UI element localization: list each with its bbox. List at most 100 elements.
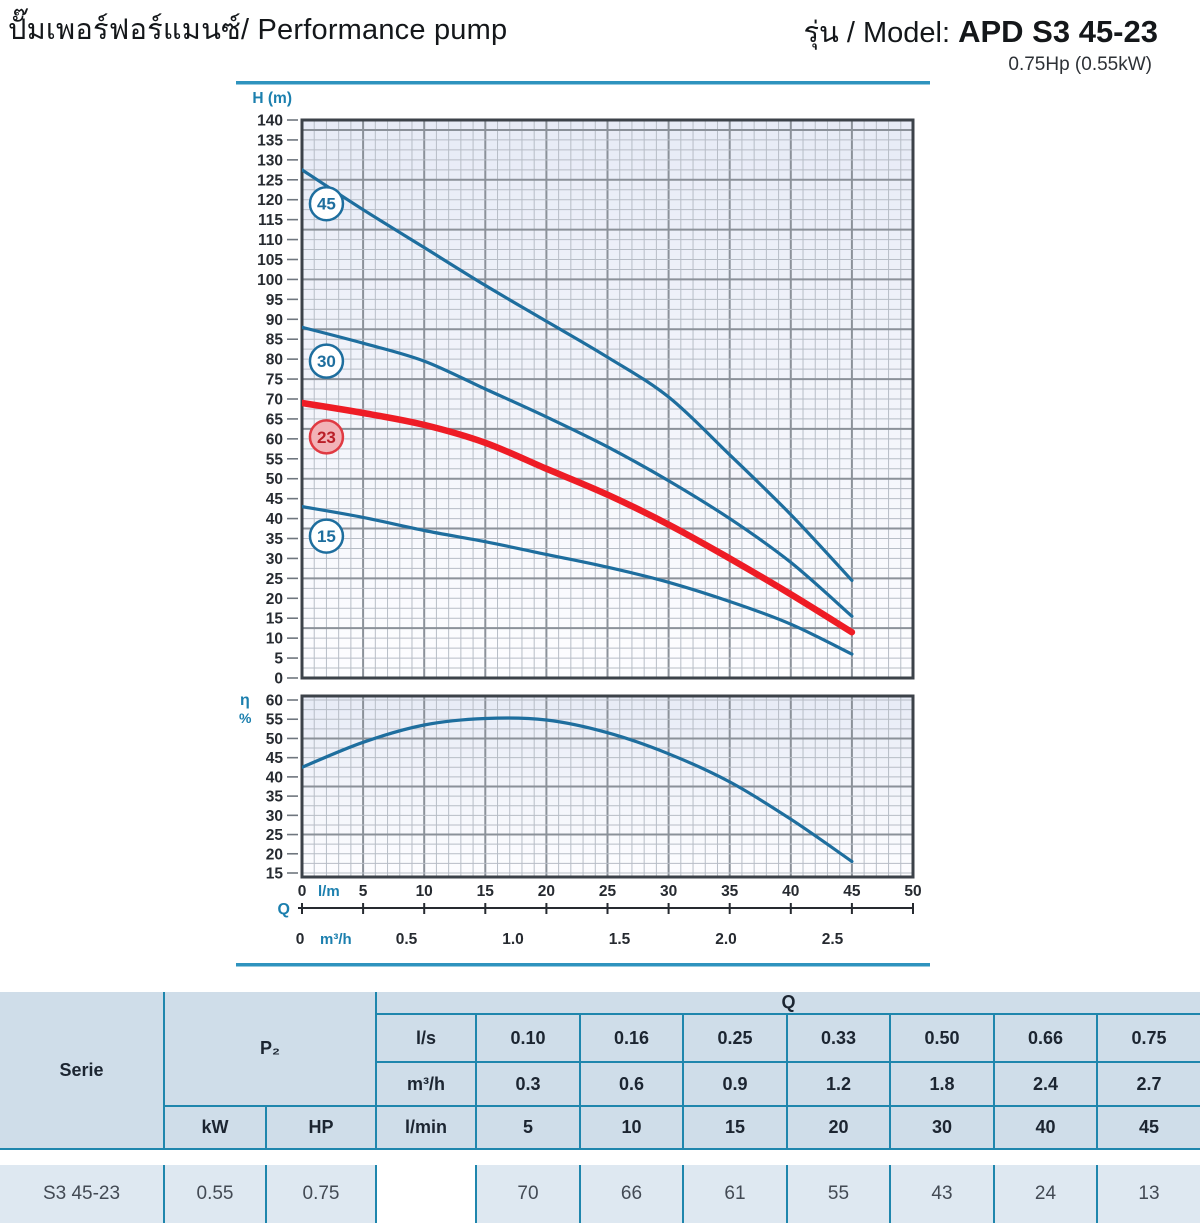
- q-m3h-value: 0.9: [682, 1061, 789, 1107]
- svg-text:115: 115: [258, 212, 283, 229]
- svg-text:20: 20: [266, 846, 283, 863]
- model-line: รุ่น / Model: APD S3 45-23: [803, 9, 1158, 55]
- svg-text:45: 45: [317, 195, 336, 214]
- svg-text:45: 45: [843, 883, 861, 900]
- svg-text:35: 35: [266, 531, 284, 548]
- svg-text:110: 110: [258, 232, 283, 249]
- svg-text:1.5: 1.5: [609, 931, 631, 948]
- svg-text:40: 40: [782, 883, 799, 900]
- svg-text:30: 30: [317, 352, 336, 371]
- q-ls-value: 0.10: [475, 1013, 582, 1063]
- performance-table-header: Serie P₂ Q l/s 0.10 0.16 0.25 0.33 0.50 …: [0, 992, 1200, 1150]
- q-m3h-value: 0.3: [475, 1061, 582, 1107]
- q-lmin-value: 15: [682, 1105, 789, 1150]
- svg-text:0: 0: [274, 671, 283, 688]
- svg-text:15: 15: [266, 866, 284, 883]
- svg-text:55: 55: [266, 712, 284, 729]
- curve-15: [302, 505, 854, 656]
- efficiency-chart-grid: [302, 696, 913, 877]
- svg-text:90: 90: [266, 312, 283, 329]
- q-ls-value: 0.50: [889, 1013, 996, 1063]
- head-value: 70: [475, 1165, 580, 1223]
- bottom-rule: [236, 963, 930, 967]
- h-axis-title: H (m): [252, 90, 292, 107]
- svg-text:15: 15: [477, 883, 495, 900]
- q-axis-title: Q: [278, 901, 290, 918]
- model-prefix: รุ่น / Model:: [803, 17, 959, 49]
- svg-text:30: 30: [266, 808, 283, 825]
- svg-text:35: 35: [721, 883, 739, 900]
- performance-table: Serie P₂ Q l/s 0.10 0.16 0.25 0.33 0.50 …: [0, 992, 1200, 1223]
- svg-text:25: 25: [599, 883, 617, 900]
- svg-text:25: 25: [266, 827, 284, 844]
- hp-cell: 0.75: [265, 1165, 376, 1223]
- top-rule: [236, 81, 930, 85]
- svg-text:50: 50: [904, 883, 921, 900]
- svg-text:140: 140: [257, 113, 283, 130]
- page-title: ปั๊มเพอร์ฟอร์แมนซ์/ Performance pump: [8, 14, 508, 46]
- curve-badge-30: 30: [308, 343, 345, 379]
- curve-45: [302, 168, 854, 582]
- q-ls-value: 0.66: [993, 1013, 1099, 1063]
- head-value: 66: [579, 1165, 683, 1223]
- svg-text:30: 30: [660, 883, 677, 900]
- efficiency-chart-frame: [300, 694, 915, 879]
- svg-text:50: 50: [266, 731, 283, 748]
- head-value: 13: [1096, 1165, 1200, 1223]
- svg-text:95: 95: [266, 292, 284, 309]
- q-m3h-value: 1.8: [889, 1061, 996, 1107]
- svg-text:0: 0: [298, 883, 307, 900]
- empty-unit-cell: [375, 1165, 476, 1223]
- svg-text:45: 45: [266, 491, 284, 508]
- m3h-unit-label: m³/h: [320, 931, 352, 948]
- model-name: APD S3 45-23: [958, 14, 1158, 49]
- unit-label-lmin: l/min: [375, 1105, 478, 1150]
- svg-text:10: 10: [416, 883, 433, 900]
- col-header-serie: Serie: [0, 992, 165, 1150]
- svg-text:85: 85: [266, 332, 284, 349]
- kw-cell: 0.55: [163, 1165, 266, 1223]
- h-axis: 0 5 10 15 20 25 30 35 40 45 50 55 60 65 70 75 80 85 90 95 10…: [252, 90, 298, 688]
- curve-badge-45: 45: [308, 185, 345, 222]
- svg-text:125: 125: [257, 172, 283, 189]
- svg-text:30: 30: [266, 551, 283, 568]
- svg-text:5: 5: [359, 883, 368, 900]
- svg-text:60: 60: [266, 431, 283, 448]
- svg-text:2.5: 2.5: [822, 931, 844, 948]
- q-lmin-value: 20: [786, 1105, 892, 1150]
- q-lmin-value: 5: [475, 1105, 582, 1150]
- col-header-q: Q: [375, 992, 1200, 1015]
- svg-text:70: 70: [266, 392, 283, 409]
- q-m3h-value: 1.2: [786, 1061, 892, 1107]
- svg-text:15: 15: [266, 611, 284, 628]
- col-header-kw: kW: [164, 1105, 267, 1150]
- x-axis-lm-labels: 0 5 10 15 20 25 30 35 40 45 50 l/m: [298, 883, 922, 900]
- svg-text:15: 15: [317, 527, 336, 546]
- svg-text:50: 50: [266, 471, 283, 488]
- svg-text:23: 23: [317, 428, 336, 447]
- svg-text:60: 60: [266, 693, 283, 710]
- svg-text:65: 65: [266, 411, 284, 428]
- head-value: 24: [993, 1165, 1097, 1223]
- head-chart-grid: [302, 120, 913, 678]
- curve-23: [302, 399, 856, 636]
- svg-text:10: 10: [266, 631, 283, 648]
- q-lmin-value: 30: [889, 1105, 996, 1150]
- svg-text:20: 20: [538, 883, 555, 900]
- lm-unit-label: l/m: [318, 883, 340, 900]
- x-axis-m3h-labels: 0 0.5 1.0 1.5 2.0 2.5 m³/h: [296, 931, 844, 948]
- power-rating: 0.75Hp (0.55kW): [1008, 54, 1152, 75]
- q-lmin-value: 40: [993, 1105, 1099, 1150]
- eta-axis: 15 20 25 30 35 40 45 50 55 60 η%: [239, 692, 298, 883]
- svg-text:2.0: 2.0: [715, 931, 737, 948]
- svg-text:40: 40: [266, 511, 283, 528]
- efficiency-curve-group: [302, 716, 854, 864]
- svg-text:35: 35: [266, 789, 284, 806]
- curve-badge-15: 15: [308, 518, 345, 554]
- svg-text:55: 55: [266, 451, 284, 468]
- q-ls-value: 0.75: [1096, 1013, 1200, 1063]
- unit-label-m3h: m³/h: [376, 1061, 478, 1107]
- svg-text:80: 80: [266, 352, 283, 369]
- performance-charts: 4530231505101520253035404550556065707580…: [236, 81, 930, 967]
